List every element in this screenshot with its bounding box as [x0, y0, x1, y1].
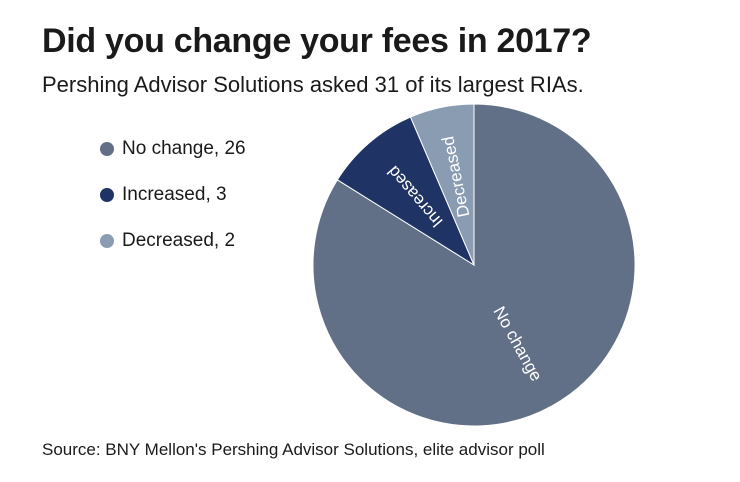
pie-slice-decreased — [409, 103, 475, 266]
legend-label-increased: Increased, 3 — [122, 184, 227, 205]
legend-swatch-no-change — [100, 142, 114, 156]
chart-legend: No change, 26 Increased, 3 Decreased, 2 — [100, 138, 246, 276]
chart-title: Did you change your fees in 2017? — [42, 22, 592, 60]
legend-label-no-change: No change, 26 — [122, 138, 246, 159]
legend-item-increased: Increased, 3 — [100, 184, 246, 206]
legend-item-no-change: No change, 26 — [100, 138, 246, 160]
pie-slice-increased — [336, 116, 476, 267]
legend-label-decreased: Decreased, 2 — [122, 230, 236, 251]
legend-swatch-decreased — [100, 234, 114, 248]
legend-item-decreased: Decreased, 2 — [100, 230, 246, 252]
chart-source: Source: BNY Mellon's Pershing Advisor So… — [42, 440, 545, 459]
chart-subtitle: Pershing Advisor Solutions asked 31 of i… — [42, 72, 584, 97]
legend-swatch-increased — [100, 188, 114, 202]
